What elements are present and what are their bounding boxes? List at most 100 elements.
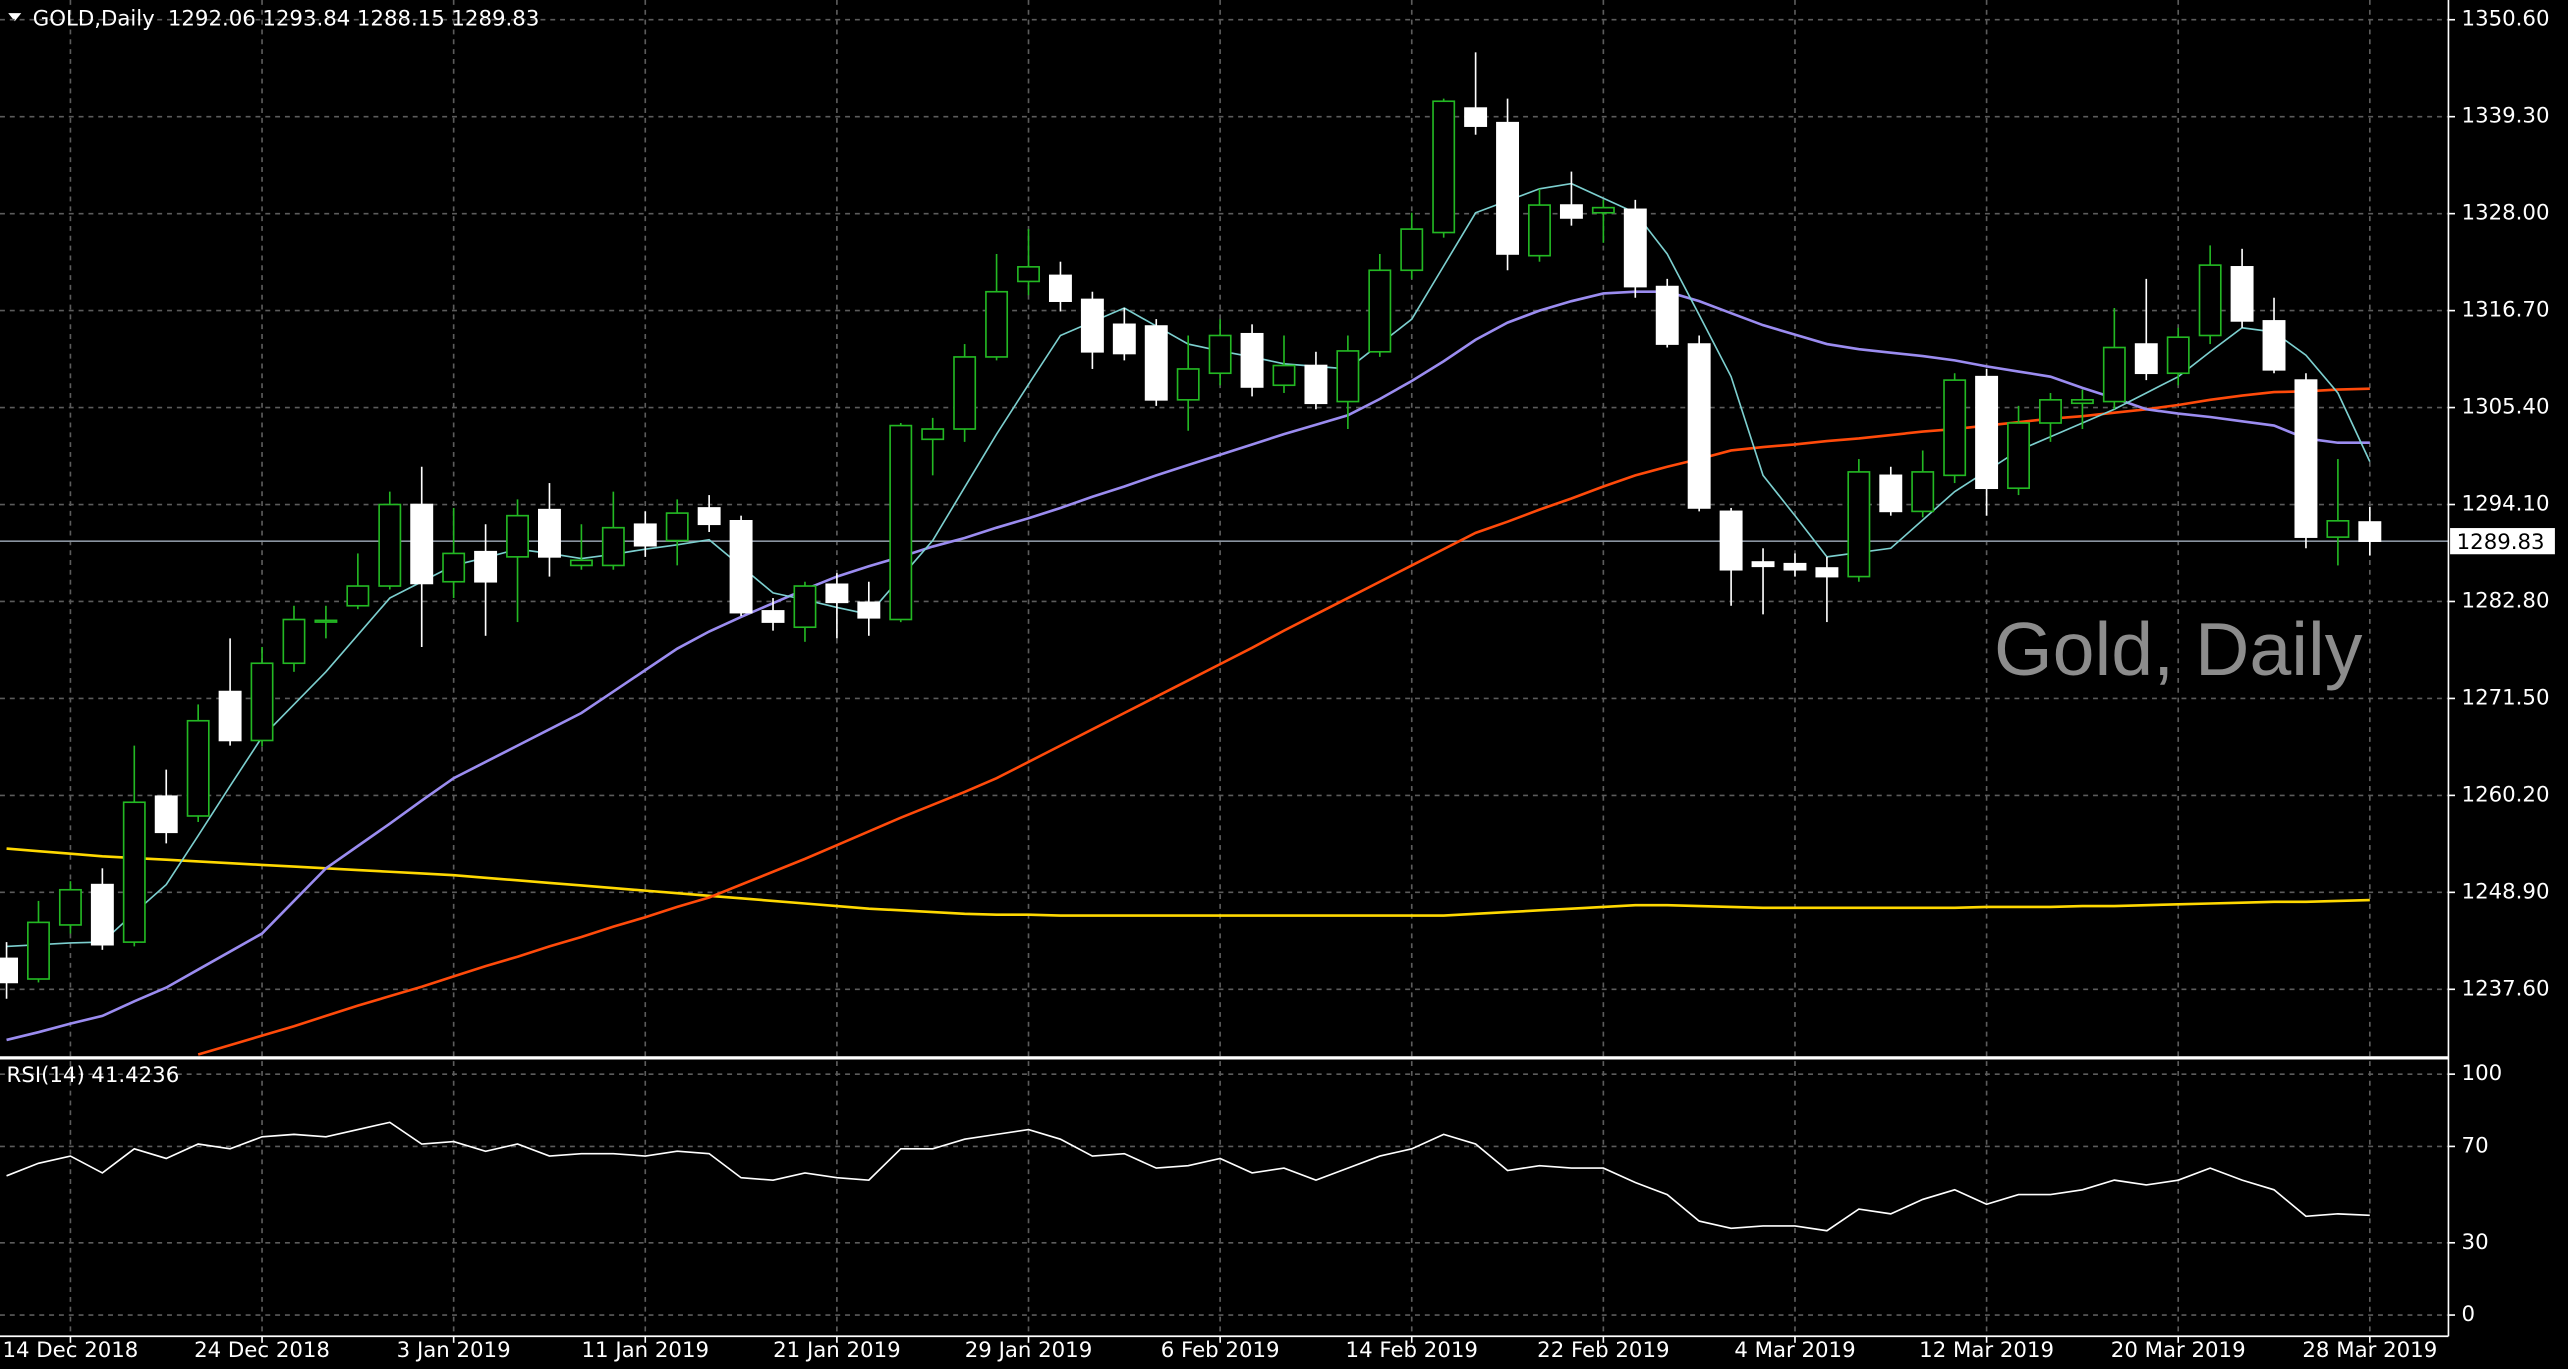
x-tick-label: 29 Jan 2019: [965, 1338, 1092, 1363]
candle-body: [2070, 399, 2094, 405]
candle-body: [1847, 471, 1871, 578]
candle-body: [985, 290, 1009, 358]
candle-body: [1080, 298, 1104, 353]
candle-body: [1815, 567, 1839, 578]
candle-body: [1623, 208, 1647, 288]
watermark: Gold, Daily: [1994, 607, 2363, 691]
candle-body: [2007, 422, 2030, 490]
low-value: 1288.15: [357, 7, 445, 32]
y-tick-label: 1328.00: [2462, 201, 2550, 226]
candle-body: [2039, 399, 2062, 424]
candle-body: [378, 503, 402, 587]
x-tick-label: 22 Feb 2019: [1537, 1338, 1669, 1363]
y-tick-label: 1316.70: [2462, 298, 2550, 323]
rsi-value: 41.4236: [91, 1063, 179, 1088]
candle-body: [1528, 204, 1551, 257]
candle-body: [1336, 350, 1360, 403]
x-tick-label: 14 Feb 2019: [1346, 1338, 1478, 1363]
chart-header: GOLD,Daily 1292.06 1293.84 1288.15 1289.83: [33, 7, 540, 32]
candle-body: [314, 619, 338, 623]
y-tick-label: 0: [2462, 1302, 2476, 1327]
high-value: 1293.84: [262, 7, 350, 32]
candle-body: [1208, 334, 1232, 375]
candle-body: [921, 428, 945, 441]
candle-body: [2358, 521, 2382, 542]
candle-body: [2326, 520, 2350, 538]
candle-body: [0, 957, 19, 984]
candle-body: [186, 719, 210, 817]
y-tick-label: 1339.30: [2462, 104, 2550, 129]
candle-body: [2134, 343, 2158, 375]
moving-average: [6, 290, 2370, 1042]
candle-body: [825, 583, 849, 604]
x-tick-label: 20 Mar 2019: [2111, 1338, 2246, 1363]
x-tick-label: 28 Mar 2019: [2302, 1338, 2437, 1363]
candle-body: [1368, 269, 1392, 353]
y-tick-label: 100: [2462, 1061, 2503, 1086]
candle-body: [1048, 274, 1072, 302]
y-tick-label: 1350.60: [2462, 7, 2550, 32]
candle-body: [793, 585, 817, 629]
candle-body: [218, 690, 242, 742]
candle-body: [442, 552, 466, 583]
current-price-label: 1289.83: [2457, 530, 2545, 555]
candle-body: [282, 618, 306, 665]
candle-body: [1943, 379, 1967, 477]
candle-body: [474, 550, 498, 583]
candle-body: [729, 520, 753, 614]
candle-body: [1432, 100, 1456, 234]
candle-body: [1751, 561, 1775, 568]
x-tick-label: 14 Dec 2018: [2, 1338, 138, 1363]
y-tick-label: 1271.50: [2462, 685, 2550, 710]
candle-body: [1240, 332, 1264, 388]
candle-body: [1975, 375, 1999, 490]
candle-body: [2262, 320, 2286, 371]
x-tick-label: 24 Dec 2018: [194, 1338, 330, 1363]
moving-average: [6, 847, 2370, 917]
menu-triangle[interactable]: [8, 13, 22, 22]
candle-body: [1496, 121, 1520, 255]
candle-body: [601, 526, 625, 567]
x-tick-label: 6 Feb 2019: [1161, 1338, 1280, 1363]
candle-body: [1719, 510, 1743, 571]
y-tick-label: 70: [2462, 1133, 2489, 1158]
y-tick-label: 30: [2462, 1230, 2489, 1255]
candle-body: [1911, 471, 1935, 513]
candle-body: [1176, 368, 1200, 401]
candle-body: [2230, 266, 2254, 322]
candle-body: [761, 610, 785, 623]
candle-body: [1655, 285, 1679, 345]
x-tick-label: 11 Jan 2019: [582, 1338, 709, 1363]
candle-body: [346, 585, 370, 607]
y-tick-label: 1305.40: [2462, 395, 2550, 420]
candle-body: [1144, 325, 1168, 401]
y-tick-label: 1294.10: [2462, 492, 2550, 517]
candle-body: [506, 514, 529, 558]
candle-body: [90, 883, 114, 946]
candle-body: [1017, 266, 1040, 283]
x-tick-label: 12 Mar 2019: [1919, 1338, 2054, 1363]
candle-body: [122, 801, 146, 943]
candle-body: [633, 523, 657, 547]
candle-body: [250, 662, 274, 742]
candle-body: [1591, 206, 1615, 214]
candle-body: [2294, 379, 2318, 538]
candle-body: [1400, 228, 1424, 272]
candle-body: [2198, 264, 2222, 337]
y-tick-label: 1248.90: [2462, 879, 2550, 904]
candle-body: [569, 559, 593, 567]
x-tick-label: 4 Mar 2019: [1734, 1338, 1855, 1363]
candle-body: [154, 795, 178, 834]
candle-body: [857, 601, 881, 619]
candle-body: [2102, 346, 2126, 403]
candle-body: [1879, 474, 1903, 513]
candle-body: [58, 888, 82, 926]
y-tick-label: 1282.80: [2462, 588, 2550, 613]
candle-body: [1272, 364, 1296, 387]
candle-body: [889, 424, 913, 621]
open-value: 1292.06: [168, 7, 256, 32]
x-tick-label: 3 Jan 2019: [397, 1338, 511, 1363]
x-tick-label: 21 Jan 2019: [773, 1338, 900, 1363]
